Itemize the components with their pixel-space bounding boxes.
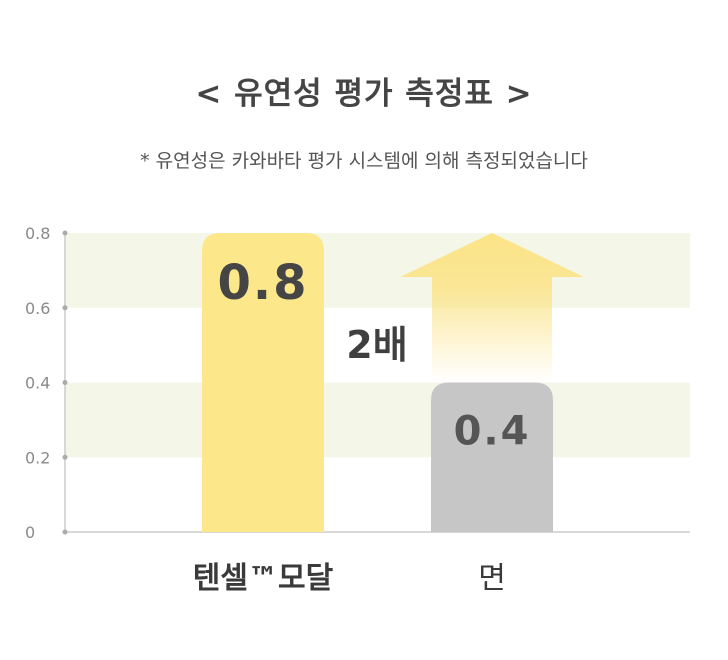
bars xyxy=(202,233,553,532)
chart-subtitle: * 유연성은 카와바타 평가 시스템에 의해 측정되었습니다 xyxy=(140,150,588,172)
y-tick-dot xyxy=(62,305,68,311)
y-tick-label: 0 xyxy=(25,523,35,542)
chart-title: < 유연성 평가 측정표 > xyxy=(195,76,533,112)
category-label: 면 xyxy=(478,561,506,596)
category-label: 텐셀™모달 xyxy=(193,561,334,596)
bar-value-label: 0.8 xyxy=(217,255,308,311)
y-tick-dot xyxy=(62,380,68,385)
grid-band xyxy=(65,382,690,458)
y-tick-dot xyxy=(62,454,68,460)
y-tick-label: 0.8 xyxy=(25,224,50,243)
arrow-shape xyxy=(400,233,584,382)
y-axis: 0 0.2 0.4 0.6 0.8 xyxy=(25,224,690,542)
increase-arrow xyxy=(400,233,584,382)
y-tick-dot xyxy=(62,230,68,236)
y-tick-label: 0.2 xyxy=(25,448,50,467)
multiplier-annotation: 2배 xyxy=(346,323,407,367)
y-tick-dot xyxy=(62,529,68,535)
y-tick-label: 0.6 xyxy=(25,299,50,318)
background-bands xyxy=(65,233,690,458)
bar-value-label: 0.4 xyxy=(454,409,531,455)
bar xyxy=(202,233,324,532)
bar-labels: 0.8 0.4 텐셀™모달 면 xyxy=(193,255,531,596)
grid-band xyxy=(65,233,690,308)
y-tick-label: 0.4 xyxy=(25,374,50,393)
bar xyxy=(431,382,553,532)
